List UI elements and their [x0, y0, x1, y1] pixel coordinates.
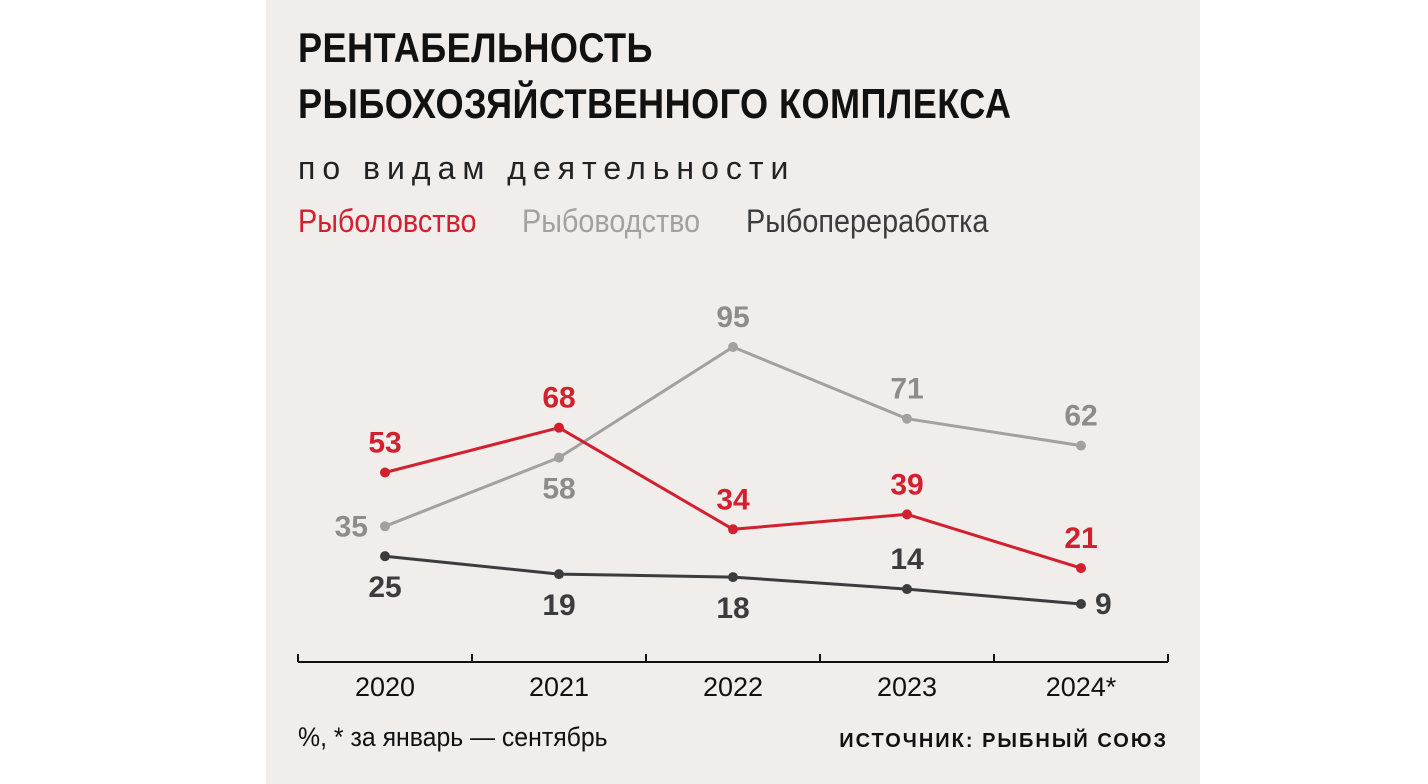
legend-fishing: Рыболовство: [298, 203, 477, 239]
chart-title-line-2: РЫБОХОЗЯЙСТВЕННОГО КОМПЛЕКСА: [298, 80, 1012, 127]
data-label-1-4: 62: [1064, 400, 1097, 433]
x-tick-label-2: 2022: [703, 672, 763, 702]
x-tick-label-3: 2023: [877, 672, 937, 702]
data-label-1-2: 95: [716, 301, 749, 334]
point-1-4: [1076, 440, 1086, 451]
point-1-0: [380, 521, 390, 532]
point-1-3: [902, 413, 912, 424]
legend-aquaculture: Рыбоводство: [522, 203, 701, 239]
point-0-3: [902, 509, 912, 520]
point-2-0: [380, 551, 390, 562]
point-2-3: [902, 584, 912, 595]
point-0-2: [728, 524, 738, 535]
x-tick-label-1: 2021: [529, 672, 589, 702]
chart-subtitle: по видам деятельности: [298, 150, 796, 186]
footnote: %, * за январь — сентябрь: [298, 722, 608, 752]
point-2-4: [1076, 599, 1086, 609]
point-0-4: [1076, 563, 1086, 574]
point-1-2: [728, 342, 738, 352]
data-label-2-4: 9: [1095, 588, 1112, 621]
point-1-1: [554, 452, 564, 463]
data-label-1-1: 58: [542, 473, 575, 506]
x-tick-label-4: 2024*: [1046, 672, 1117, 702]
point-0-0: [380, 467, 390, 478]
data-label-2-0: 25: [368, 571, 401, 604]
source-label: ИСТОЧНИК: РЫБНЫЙ СОЮЗ: [839, 730, 1168, 752]
data-label-0-2: 34: [716, 483, 750, 516]
x-tick-label-0: 2020: [355, 672, 415, 702]
data-label-0-0: 53: [368, 427, 401, 460]
data-label-2-3: 14: [890, 543, 924, 576]
data-label-2-2: 18: [716, 592, 749, 625]
point-2-2: [728, 572, 738, 583]
data-label-0-4: 21: [1064, 522, 1097, 555]
data-label-1-0: 35: [335, 510, 368, 543]
chart-title-line-1: РЕНТАБЕЛЬНОСТЬ: [298, 24, 653, 71]
data-label-1-3: 71: [890, 373, 923, 406]
point-0-1: [554, 422, 564, 433]
legend-processing: Рыбопереработка: [746, 203, 989, 239]
point-2-1: [554, 569, 564, 580]
chart-panel: [266, 0, 1200, 784]
data-label-0-3: 39: [890, 468, 923, 501]
data-label-0-1: 68: [542, 382, 575, 415]
data-label-2-1: 19: [542, 589, 575, 622]
